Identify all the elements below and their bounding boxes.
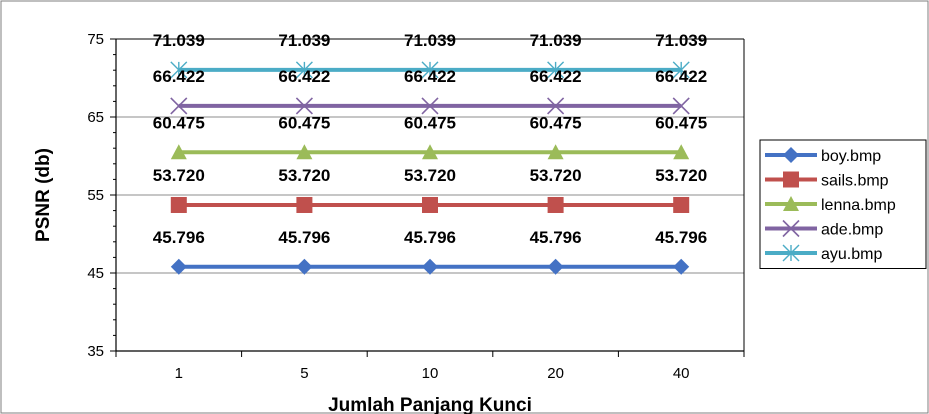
legend-swatch-marker bbox=[783, 147, 799, 163]
legend-swatch-marker bbox=[782, 219, 800, 238]
data-label: 45.796 bbox=[404, 228, 456, 247]
series-lenna-bmp bbox=[170, 144, 690, 160]
legend-item: lenna.bmp bbox=[765, 196, 896, 214]
legend-item: boy.bmp bbox=[765, 147, 881, 165]
data-point-marker bbox=[295, 61, 313, 79]
data-point-marker bbox=[547, 258, 564, 275]
data-point-marker bbox=[170, 144, 187, 160]
legend-label: boy.bmp bbox=[821, 148, 881, 165]
data-point-marker bbox=[673, 144, 690, 160]
data-point-marker bbox=[422, 196, 438, 213]
data-point-marker bbox=[422, 144, 438, 160]
legend-swatch-marker bbox=[783, 171, 799, 188]
data-point-marker bbox=[673, 196, 690, 213]
data-label: 60.475 bbox=[153, 113, 205, 132]
data-point-marker bbox=[422, 258, 438, 275]
data-point-marker bbox=[547, 61, 565, 79]
data-point-marker bbox=[421, 61, 439, 79]
data-label: 53.720 bbox=[278, 166, 330, 185]
data-label: 66.422 bbox=[153, 67, 205, 86]
legend-item: sails.bmp bbox=[765, 171, 889, 190]
series-sails-bmp bbox=[170, 196, 690, 213]
data-label: 60.475 bbox=[404, 113, 456, 132]
data-label: 71.039 bbox=[404, 31, 456, 50]
data-label: 71.039 bbox=[278, 31, 330, 50]
data-label: 53.720 bbox=[655, 166, 707, 185]
data-point-marker bbox=[170, 258, 187, 275]
legend-swatch-marker bbox=[782, 244, 800, 262]
y-tick-label: 55 bbox=[87, 187, 104, 204]
data-label: 45.796 bbox=[278, 228, 330, 247]
data-label: 71.039 bbox=[153, 31, 205, 50]
data-point-marker bbox=[170, 196, 187, 213]
legend-label: ayu.bmp bbox=[821, 246, 882, 263]
data-point-marker bbox=[547, 144, 564, 160]
legend-label: ade.bmp bbox=[821, 222, 883, 239]
data-labels: 45.796 45.796 45.796 45.796 45.796 53.720 53.7… bbox=[153, 31, 707, 247]
data-label: 66.422 bbox=[278, 67, 330, 86]
legend-item: ayu.bmp bbox=[765, 244, 882, 263]
legend-swatch-marker bbox=[783, 196, 799, 211]
x-tick-label: 5 bbox=[300, 365, 308, 382]
x-tick-label: 1 bbox=[175, 365, 183, 382]
data-point-marker bbox=[296, 144, 313, 160]
data-point-marker bbox=[296, 196, 313, 213]
data-point-marker bbox=[421, 97, 439, 115]
data-point-marker bbox=[547, 97, 565, 115]
data-point-marker bbox=[296, 258, 313, 275]
x-tick-label: 20 bbox=[547, 365, 564, 382]
data-label: 60.475 bbox=[530, 113, 582, 132]
data-label: 71.039 bbox=[530, 31, 582, 50]
legend: boy.bmp sails.bmp lenna.bmp ade.bmp ayu.bmp bbox=[759, 139, 927, 269]
data-label: 45.796 bbox=[655, 228, 707, 247]
data-point-marker bbox=[547, 196, 564, 213]
legend-item: ade.bmp bbox=[765, 219, 883, 239]
data-label: 60.475 bbox=[278, 113, 330, 132]
data-point-marker bbox=[672, 97, 690, 115]
x-tick-label: 10 bbox=[422, 365, 439, 382]
series-boy-bmp bbox=[170, 258, 690, 275]
y-tick-label: 35 bbox=[87, 343, 104, 360]
series-layer bbox=[170, 61, 690, 275]
data-label: 45.796 bbox=[530, 228, 582, 247]
data-point-marker bbox=[170, 97, 188, 115]
data-label: 66.422 bbox=[404, 67, 456, 86]
data-label: 53.720 bbox=[404, 166, 456, 185]
data-point-marker bbox=[672, 61, 690, 79]
data-label: 60.475 bbox=[655, 113, 707, 132]
series-ayu-bmp bbox=[170, 61, 690, 79]
axes: 35 45 55 65 75 1 5 10 20 40 bbox=[87, 31, 745, 382]
data-point-marker bbox=[170, 61, 188, 79]
data-point-marker bbox=[673, 258, 690, 275]
legend-label: lenna.bmp bbox=[821, 197, 896, 214]
y-tick-label: 65 bbox=[87, 109, 104, 126]
x-tick-label: 40 bbox=[673, 365, 690, 382]
x-axis-title: Jumlah Panjang Kunci bbox=[328, 395, 532, 414]
y-axis-title: PSNR (db) bbox=[33, 148, 54, 242]
data-label: 71.039 bbox=[655, 31, 707, 50]
data-label: 66.422 bbox=[530, 67, 582, 86]
data-label: 66.422 bbox=[655, 67, 707, 86]
y-tick-label: 75 bbox=[87, 31, 104, 48]
data-point-marker bbox=[295, 97, 313, 115]
data-label: 53.720 bbox=[530, 166, 582, 185]
data-label: 53.720 bbox=[153, 166, 205, 185]
data-label: 45.796 bbox=[153, 228, 205, 247]
legend-label: sails.bmp bbox=[821, 173, 889, 190]
y-tick-label: 45 bbox=[87, 265, 104, 282]
series-ade-bmp bbox=[170, 97, 690, 115]
